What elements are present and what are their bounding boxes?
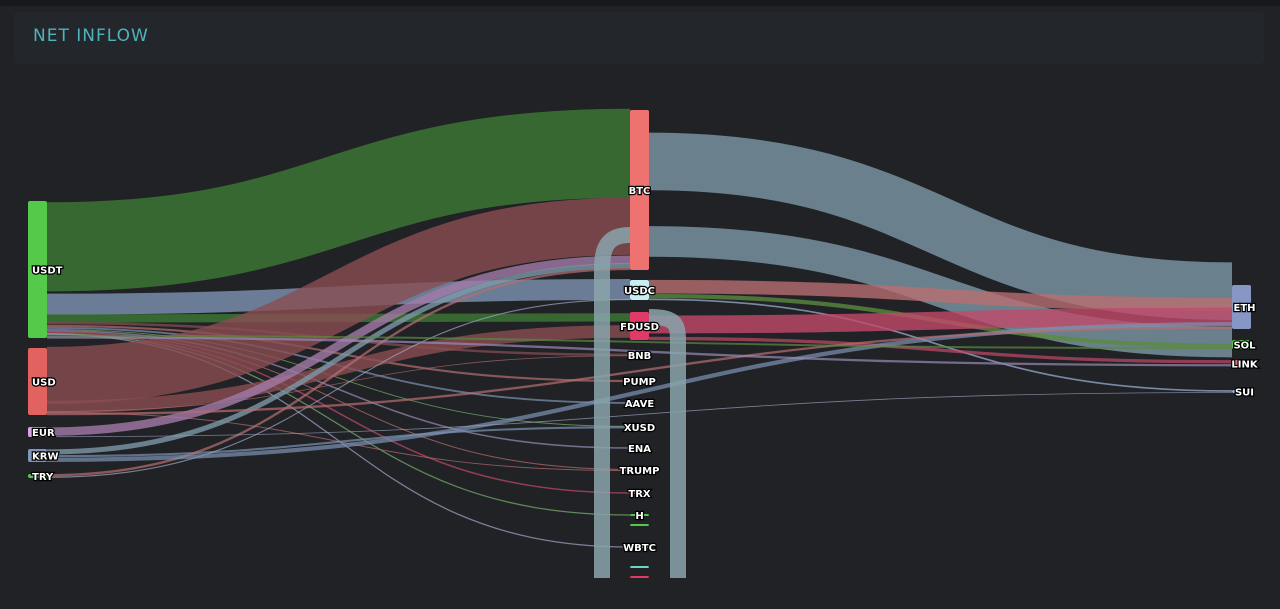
sankey-node-label-trx: TRX xyxy=(628,489,651,500)
sankey-node-eur[interactable] xyxy=(28,427,47,437)
sankey-node-link[interactable] xyxy=(1232,360,1251,367)
sankey-node-label-krw: KRW xyxy=(32,452,58,463)
sankey-node-try[interactable] xyxy=(28,474,47,478)
sankey-node-wbtc[interactable] xyxy=(630,546,649,548)
sankey-node-label-eth: ETH xyxy=(1233,303,1255,314)
sankey-node-btc[interactable] xyxy=(630,110,649,270)
sankey-node-label-xusd: XUSD xyxy=(624,423,655,434)
sankey-node-label-fdusd: FDUSD xyxy=(620,322,659,333)
panel-title: NET INFLOW xyxy=(33,26,149,46)
sankey-node-unlabeled[interactable] xyxy=(630,576,649,578)
sankey-node-bnb[interactable] xyxy=(630,354,649,356)
sankey-node-pump[interactable] xyxy=(630,380,649,382)
sankey-node-label-aave: AAVE xyxy=(625,399,655,410)
sankey-node-label-h: H xyxy=(635,511,643,522)
sankey-node-unlabeled[interactable] xyxy=(630,524,649,526)
sankey-link-usdc-sui xyxy=(648,298,1233,392)
sankey-node-label-wbtc: WBTC xyxy=(623,543,656,554)
sankey-nodes: USDT USD EUR KRW TRY BTC USDC FDUSD BNB PUMP AAVE X… xyxy=(28,110,1260,578)
top-bar xyxy=(0,0,1280,6)
sankey-node-label-sol: SOL xyxy=(1233,341,1256,352)
sankey-link-usdc-eth xyxy=(648,279,1233,312)
sankey-node-fdusd[interactable] xyxy=(630,312,649,340)
sankey-node-krw[interactable] xyxy=(28,449,47,462)
sankey-link-try-btc xyxy=(46,267,631,477)
sankey-link-krw-btc xyxy=(46,263,631,455)
sankey-node-trump[interactable] xyxy=(630,469,649,471)
sankey-links xyxy=(46,108,1233,578)
sankey-link-usd-eth xyxy=(46,326,1233,416)
sankey-node-usdt[interactable] xyxy=(28,201,47,338)
sankey-loop-band xyxy=(594,227,631,578)
sankey-link-fdusd-eth xyxy=(648,307,1233,334)
sankey-node-label-usd: USD xyxy=(32,378,56,389)
sankey-node-eth[interactable] xyxy=(1232,285,1251,329)
sankey-link-usdt-link xyxy=(46,336,1233,367)
sankey-node-label-link: LINK xyxy=(1231,360,1258,371)
sankey-node-xusd[interactable] xyxy=(630,426,649,428)
sankey-node-trx[interactable] xyxy=(630,492,649,494)
sankey-node-label-pump: PUMP xyxy=(623,377,656,388)
sankey-node-usdc[interactable] xyxy=(630,280,649,300)
sankey-link-krw-xusd xyxy=(46,426,631,458)
sankey-node-usd[interactable] xyxy=(28,348,47,415)
sankey-link-fdusd-link xyxy=(648,336,1233,364)
panel-header: NET INFLOW xyxy=(14,12,1264,64)
sankey-node-ena[interactable] xyxy=(630,447,649,449)
sankey-node-h[interactable] xyxy=(630,514,649,516)
sankey-link-try-usdc xyxy=(46,298,631,478)
sankey-link-eur-btc xyxy=(46,255,631,436)
sankey-node-label-bnb: BNB xyxy=(628,351,652,362)
sankey-link-usd-btc xyxy=(46,197,631,405)
sankey-node-label-trump: TRUMP xyxy=(620,466,660,477)
sankey-loop-band xyxy=(648,309,686,578)
sankey-node-sol[interactable] xyxy=(1232,340,1251,349)
sankey-link-usd-fdusd xyxy=(46,325,631,414)
sankey-link-usdt-pump xyxy=(46,324,631,383)
sankey-node-label-usdt: USDT xyxy=(32,266,63,277)
sankey-link-usdt-btc xyxy=(46,108,631,292)
sankey-node-label-ena: ENA xyxy=(628,444,651,455)
sankey-link-usdt-xusd xyxy=(46,328,631,427)
sankey-link-usdt-sol xyxy=(46,334,1233,350)
sankey-node-label-btc: BTC xyxy=(629,186,651,197)
sankey-node-sui[interactable] xyxy=(1232,390,1251,393)
sankey-link-usd-bnb xyxy=(46,355,631,412)
sankey-node-aave[interactable] xyxy=(630,402,649,404)
sankey-node-label-sui: SUI xyxy=(1235,388,1254,399)
sankey-link-btc-eth xyxy=(648,132,1233,320)
sankey-node-label-try: TRY xyxy=(32,472,54,483)
sankey-link-eur-sui xyxy=(46,392,1233,438)
sankey-node-unlabeled[interactable] xyxy=(630,566,649,568)
sankey-link-usdt-bnb xyxy=(46,321,631,356)
sankey-node-label-usdc: USDC xyxy=(624,286,655,297)
sankey-node-label-eur: EUR xyxy=(32,428,55,439)
